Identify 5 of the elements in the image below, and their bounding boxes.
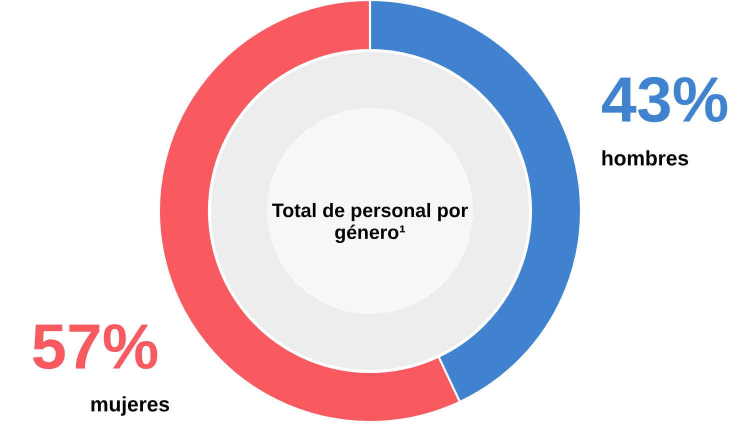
slice-label: mujeres: [91, 396, 170, 416]
data-label: 57%: [33, 324, 158, 370]
text: Total de personal por género¹: [272, 202, 468, 244]
slice-label: hombres: [602, 150, 688, 166]
data-label: 43%: [602, 76, 728, 122]
